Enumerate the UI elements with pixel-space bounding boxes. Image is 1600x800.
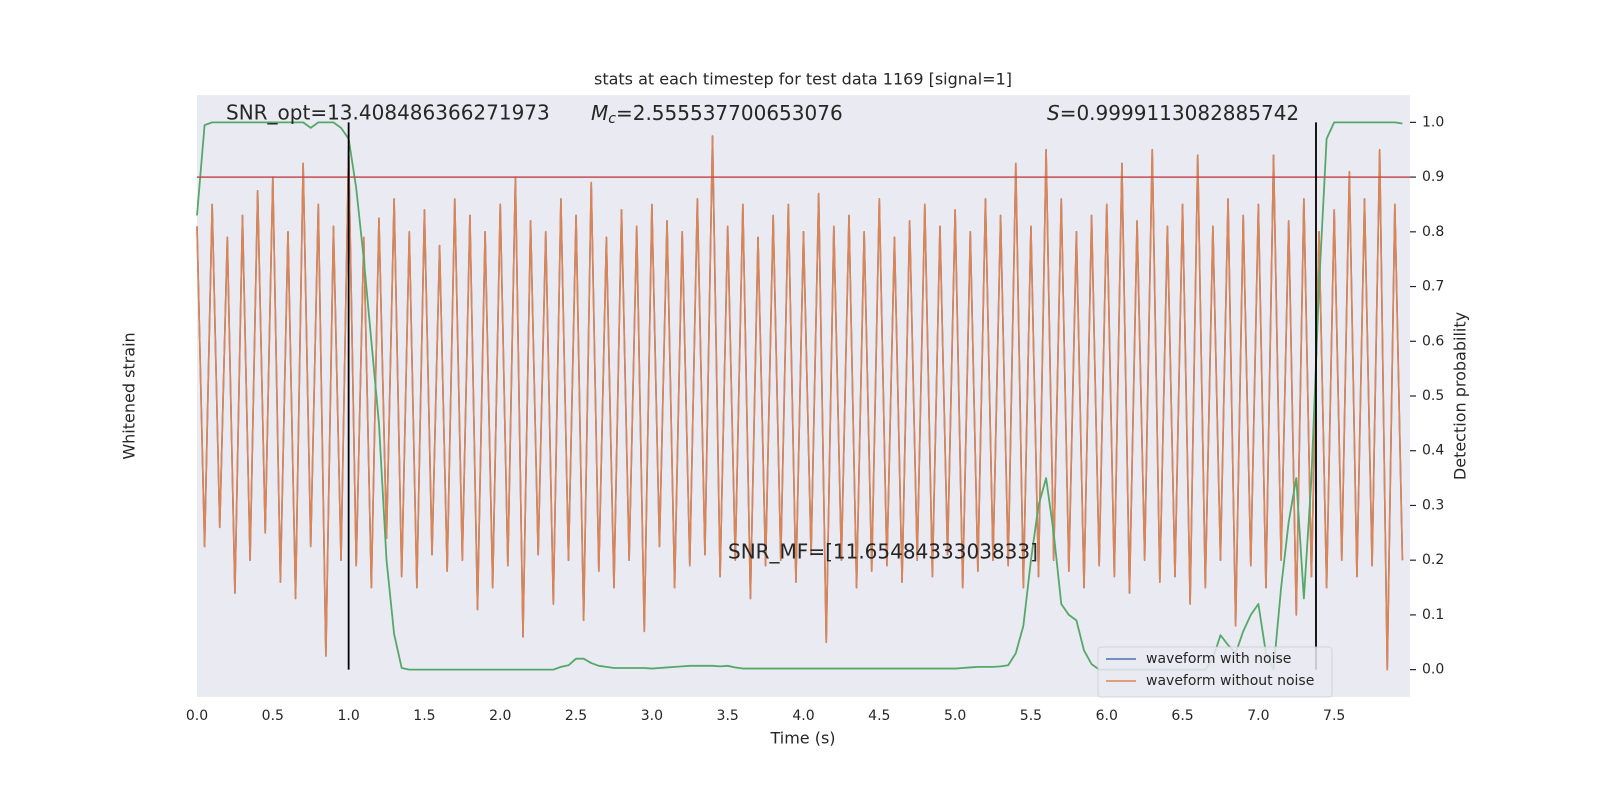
x-tick-label: 3.5 (717, 708, 739, 724)
x-tick-label: 2.0 (489, 708, 511, 724)
legend: waveform with noise waveform without nois… (1097, 646, 1333, 698)
x-tick-label: 6.5 (1171, 708, 1193, 724)
x-tick-label: 4.0 (792, 708, 814, 724)
y2-axis-label: Detection probability (1451, 312, 1470, 480)
y2-tick-label: 0.7 (1422, 279, 1444, 295)
labels: stats at each timestep for test data 116… (120, 70, 1470, 748)
x-tick-label: 4.5 (868, 708, 890, 724)
y2-tick-label: 0.4 (1422, 443, 1444, 459)
annotation: SNR_MF=[11.6548433303833] (728, 540, 1038, 564)
x-tick-label: 2.5 (565, 708, 587, 724)
y2-tick-label: 0.8 (1422, 224, 1444, 240)
marks (196, 121, 1410, 671)
x-tick-label: 7.5 (1323, 708, 1345, 724)
annotation-value: =2.555537700653076 (616, 101, 843, 125)
y2-tick-label: 0.2 (1422, 552, 1444, 568)
series-line (196, 135, 1404, 671)
annotation: Mc=2.555537700653076 (591, 101, 843, 128)
annotation-symbol: S (1047, 101, 1060, 125)
x-tick-label: 0.5 (262, 708, 284, 724)
y2-tick-label: 0.9 (1422, 169, 1444, 185)
y2-tick-label: 1.0 (1422, 114, 1444, 130)
y2-tick-label: 0.5 (1422, 388, 1444, 404)
y2-tick-label: 0.0 (1422, 662, 1444, 678)
annotation: SNR_opt=13.408486366271973 (226, 101, 550, 125)
x-tick-label: 6.0 (1096, 708, 1118, 724)
x-tick-label: 1.0 (337, 708, 359, 724)
x-tick-label: 5.5 (1020, 708, 1042, 724)
y2-tick-label: 0.6 (1422, 333, 1444, 349)
chart-title: stats at each timestep for test data 116… (594, 70, 1012, 89)
y2-tick-label: 0.3 (1422, 497, 1444, 513)
legend-box (1097, 646, 1333, 698)
annotation: S=0.9999113082885742 (1047, 101, 1299, 125)
x-tick-label: 0.0 (186, 708, 208, 724)
annotation-subscript: c (608, 111, 616, 127)
annotation-symbol: M (591, 101, 608, 125)
x-tick-label: 3.0 (641, 708, 663, 724)
plot-area (197, 95, 1410, 697)
legend-label: waveform with noise (1146, 651, 1291, 667)
y2-tick-label: 0.1 (1422, 607, 1444, 623)
x-tick-label: 1.5 (413, 708, 435, 724)
x-tick-label: 7.0 (1247, 708, 1269, 724)
legend-label: waveform without noise (1146, 673, 1314, 689)
y-axis-label: Whitened strain (120, 332, 139, 459)
x-axis-label: Time (s) (769, 729, 835, 748)
x-tick-label: 5.0 (944, 708, 966, 724)
annotation-value: =0.9999113082885742 (1060, 101, 1299, 125)
